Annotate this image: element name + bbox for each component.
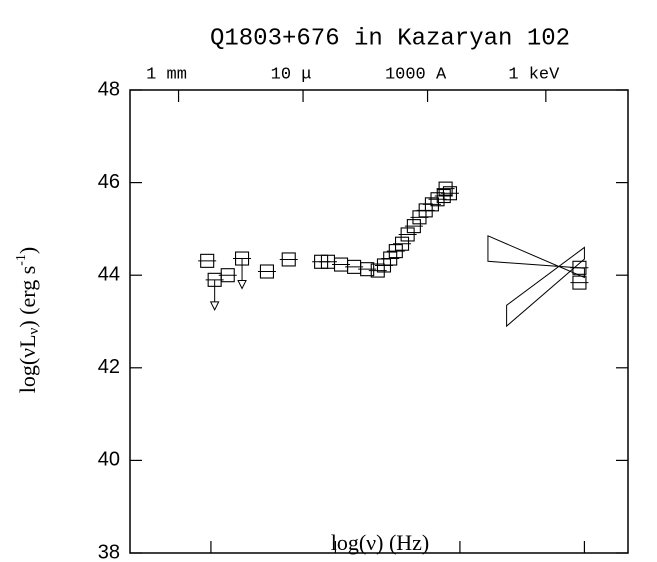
point (406, 219, 421, 234)
point (235, 251, 250, 266)
y-tick-label: 46 (98, 171, 120, 193)
y-tick-label: 48 (98, 78, 120, 100)
point (572, 275, 587, 290)
point (259, 264, 275, 279)
point (438, 181, 453, 196)
plot-frame (129, 89, 629, 554)
y-label-part: ) (erg s (15, 266, 40, 328)
x-axis-label: log(ν) (Hz) (331, 530, 430, 555)
x2-tick-label: 1 keV (508, 65, 560, 84)
point (360, 262, 375, 277)
point (220, 268, 235, 283)
y-tick-label: 42 (98, 356, 120, 378)
y-label-sub: ν (26, 327, 42, 334)
x2-tick-label: 1000 A (385, 65, 447, 84)
upper-limit-head (237, 280, 247, 290)
point (383, 251, 398, 266)
y-label-part: log(νL (15, 334, 40, 393)
point (394, 236, 410, 251)
chart-title: Q1803+676 in Kazaryan 102 (210, 25, 570, 52)
point (200, 253, 215, 268)
bowtie (506, 246, 585, 328)
point (424, 197, 439, 212)
y-tick-label: 44 (98, 263, 120, 285)
upper-limit-head (209, 301, 220, 311)
y-label-sup: -1 (14, 254, 29, 266)
point (572, 260, 587, 275)
y-tick-label: 38 (98, 541, 120, 562)
y-label-part: ) (15, 247, 40, 254)
y-axis-label: log(νLν) (erg s-1) (14, 247, 42, 394)
point (442, 186, 458, 201)
x2-tick-label: 10 μ (271, 65, 312, 84)
y-tick-label: 40 (98, 449, 120, 471)
x2-tick-label: 1 mm (146, 65, 187, 84)
point (281, 252, 296, 267)
